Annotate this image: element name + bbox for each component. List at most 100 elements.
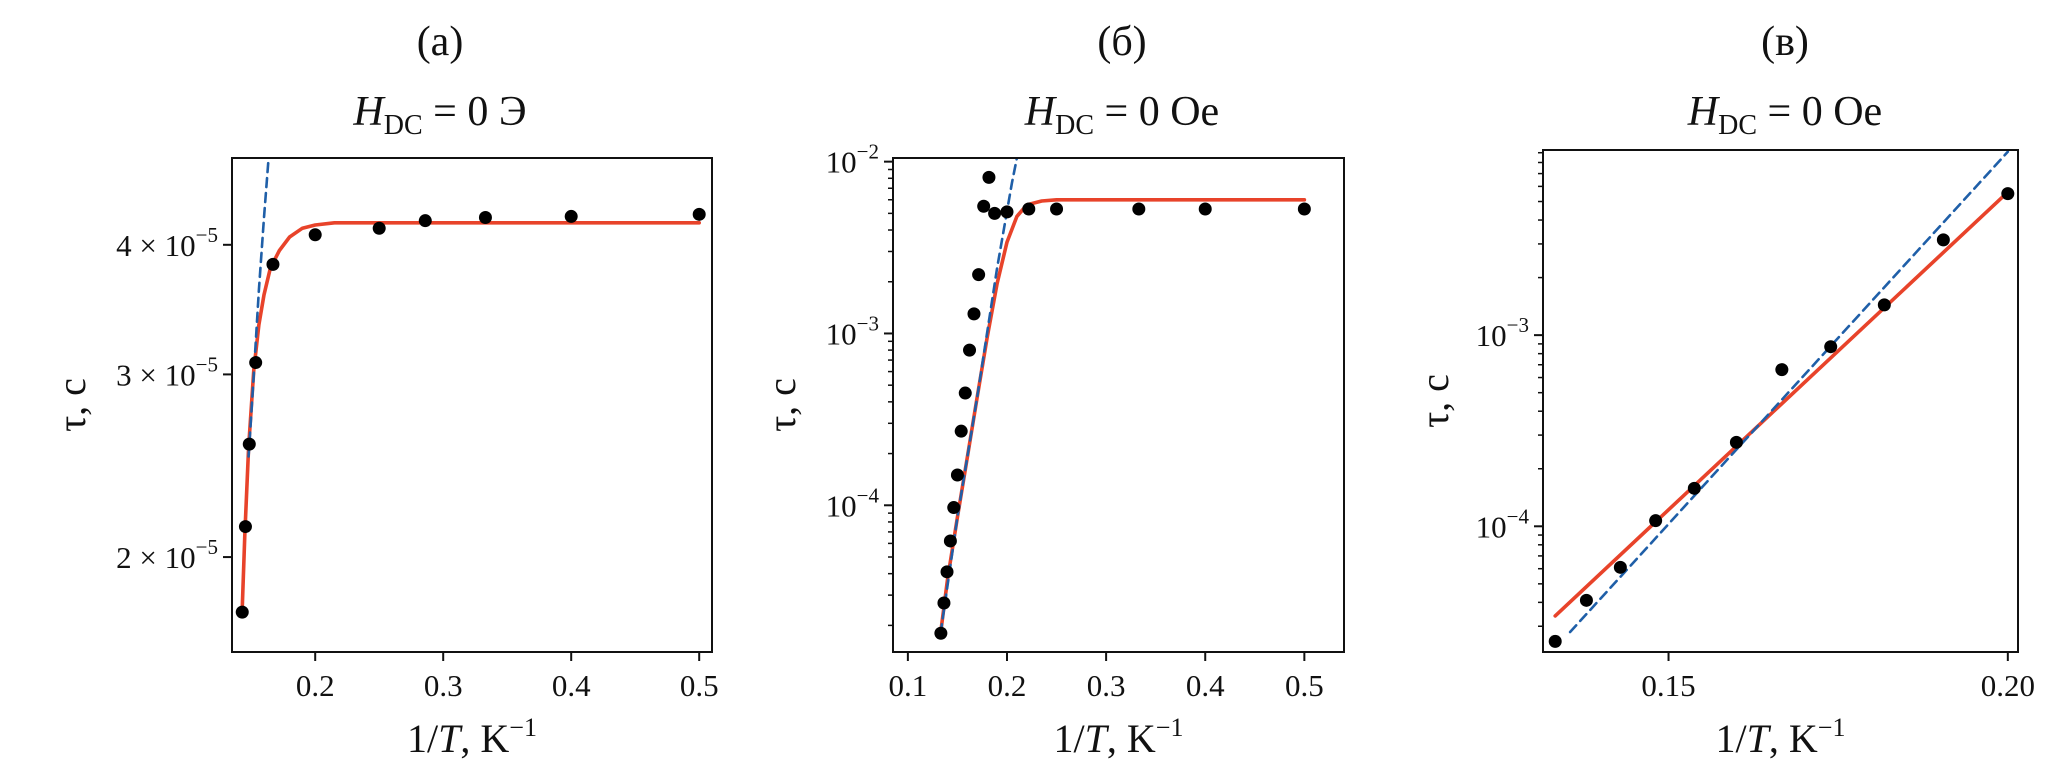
data-point	[564, 209, 578, 223]
xlabel-exponent: −1	[1818, 713, 1846, 742]
title-rest: = 0 Oe	[1757, 89, 1882, 135]
chart-title: HDC = 0 Oe	[1024, 89, 1219, 141]
data-point	[308, 228, 322, 242]
data-point	[1936, 233, 1950, 247]
y-tick-label: 10−2	[826, 140, 879, 180]
y-tick-mantissa: 10	[826, 316, 857, 351]
x-tick-label: 0.5	[680, 668, 719, 703]
data-point	[1579, 593, 1593, 607]
x-tick-label: 0.3	[424, 668, 463, 703]
data-point	[958, 386, 972, 400]
x-tick-label: 0.4	[1186, 668, 1225, 703]
data-point	[1297, 202, 1311, 216]
x-tick-label: 0.20	[1981, 668, 2035, 703]
data-point	[1198, 202, 1212, 216]
data-point	[1613, 560, 1627, 574]
xlabel-suffix: , K	[1107, 716, 1156, 761]
title-rest: = 0 Oe	[1094, 89, 1219, 135]
y-tick-label: 10−3	[1476, 313, 1529, 353]
panel-label: (а)	[417, 19, 464, 65]
xlabel-suffix: , K	[1769, 716, 1818, 761]
xlabel-prefix: 1/	[407, 716, 439, 761]
y-tick-mantissa: 4 × 10	[116, 228, 195, 263]
data-point	[238, 520, 252, 534]
y-tick-label: 10−4	[1476, 504, 1530, 544]
data-point	[1022, 202, 1036, 216]
panel-label: (б)	[1097, 19, 1146, 65]
x-axis-label: 1/T, K−1	[1716, 713, 1846, 761]
fit-curve	[938, 198, 1307, 636]
panel-b: (б)HDC = 0 Oe0.1 0.2 0.3 0.4 0.510−410−310−2…	[759, 19, 1345, 761]
y-tick-exponent: −5	[196, 223, 218, 247]
y-tick-exponent: −4	[1507, 504, 1530, 528]
y-tick-mantissa: 2 × 10	[116, 540, 195, 575]
panel-label: (в)	[1761, 19, 1809, 65]
orbach-dashed-line	[247, 158, 270, 458]
x-tick-label: 0.2	[296, 668, 335, 703]
plot-area	[934, 158, 1311, 640]
data-point	[1000, 205, 1014, 219]
data-point	[1649, 514, 1663, 528]
data-point	[418, 214, 432, 228]
x-tick-label: 0.1	[888, 668, 927, 703]
data-point	[1729, 435, 1743, 449]
xlabel-exponent: −1	[1156, 713, 1184, 742]
y-tick-label: 10−3	[826, 311, 879, 351]
title-symbol: H	[352, 89, 386, 135]
y-tick-exponent: −2	[857, 140, 879, 164]
chart-title: HDC = 0 Э	[352, 89, 526, 141]
data-point	[950, 468, 964, 482]
y-tick-mantissa: 10	[826, 488, 857, 523]
data-point	[1877, 298, 1891, 312]
title-subscript: DC	[1055, 110, 1094, 141]
data-point	[937, 596, 951, 610]
y-tick-label: 2 × 10−5	[116, 535, 218, 575]
plot-area	[235, 158, 706, 619]
y-tick-mantissa: 10	[826, 145, 857, 180]
axes-frame	[1542, 149, 2019, 653]
xlabel-prefix: 1/	[1054, 716, 1086, 761]
fit-curve	[1553, 190, 2010, 618]
y-tick-exponent: −5	[196, 535, 218, 559]
data-point	[478, 210, 492, 224]
data-point	[1775, 363, 1789, 377]
data-point	[934, 626, 948, 640]
data-point	[249, 356, 263, 370]
panel-a: (а)HDC = 0 Э0.2 0.3 0.4 0.52 × 10−53 × 10−5…	[49, 19, 719, 761]
y-tick-exponent: −4	[857, 483, 880, 507]
data-point	[967, 307, 981, 321]
title-symbol: H	[1024, 89, 1058, 135]
y-tick-mantissa: 10	[1476, 318, 1507, 353]
y-tick-exponent: −5	[196, 352, 218, 376]
data-point	[242, 437, 256, 451]
x-tick-label: 0.3	[1087, 668, 1126, 703]
title-symbol: H	[1687, 89, 1721, 135]
data-point	[1687, 481, 1701, 495]
data-point	[372, 221, 386, 235]
x-tick-label: 0.4	[552, 668, 591, 703]
y-tick-label: 3 × 10−5	[116, 352, 218, 392]
orbach-dashed-line	[1568, 150, 2010, 634]
x-axis-label: 1/T, K−1	[407, 713, 537, 761]
data-point	[1050, 202, 1064, 216]
xlabel-var: T	[438, 716, 463, 761]
data-point	[692, 207, 706, 221]
xlabel-suffix: , K	[460, 716, 509, 761]
data-point	[963, 343, 977, 357]
xlabel-var: T	[1747, 716, 1772, 761]
y-tick-mantissa: 3 × 10	[116, 357, 195, 392]
title-subscript: DC	[384, 110, 423, 141]
x-tick-label: 0.15	[1641, 668, 1695, 703]
axes-frame	[892, 157, 1345, 653]
data-point	[1824, 340, 1838, 354]
data-point	[2001, 187, 2015, 201]
data-point	[1548, 634, 1562, 648]
data-point	[977, 199, 991, 213]
data-point	[988, 206, 1002, 220]
x-tick-label: 0.5	[1285, 668, 1324, 703]
title-rest: = 0 Э	[423, 89, 527, 135]
y-axis-label: τ, с	[759, 378, 804, 432]
plot-area	[1548, 150, 2015, 648]
data-point	[972, 268, 986, 282]
